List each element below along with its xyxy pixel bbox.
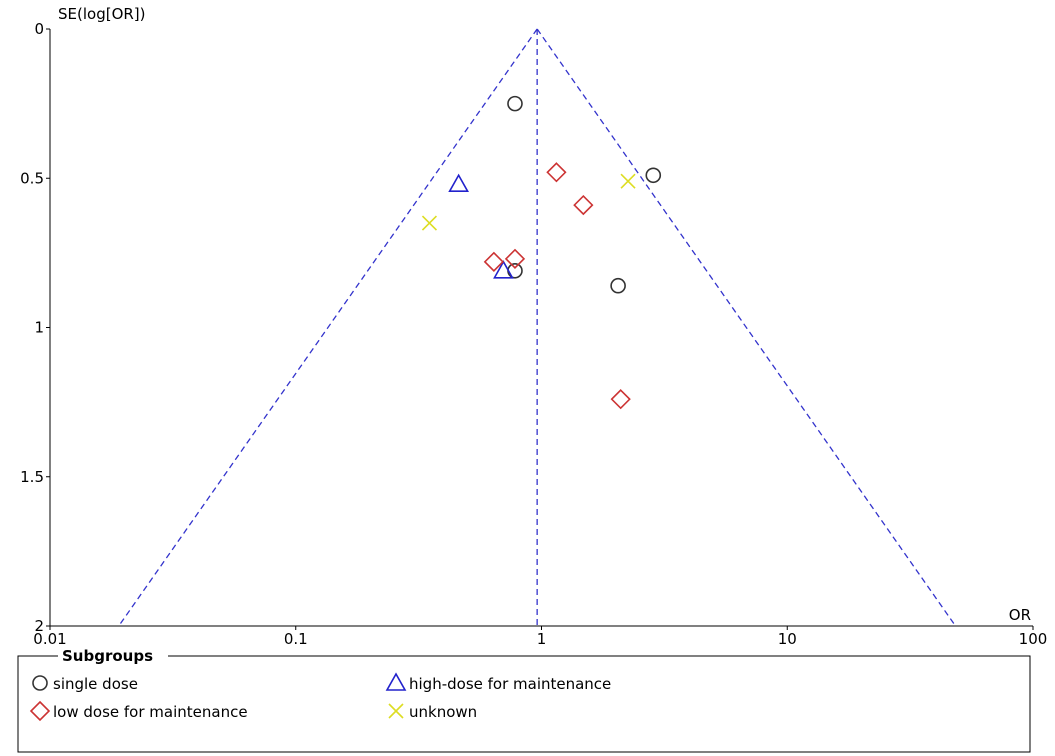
legend-label: low dose for maintenance xyxy=(53,703,248,721)
legend-label: unknown xyxy=(409,703,477,721)
legend-marker-diamond xyxy=(29,700,51,722)
data-points xyxy=(421,95,662,410)
x-tick-label: 100 xyxy=(1019,630,1048,648)
legend-marker-cross xyxy=(388,703,404,719)
data-point-circle xyxy=(507,95,523,112)
y-tick-label: 1 xyxy=(34,319,44,337)
y-tick-label: 1.5 xyxy=(20,468,44,486)
funnel-right-line xyxy=(536,28,957,627)
data-point-diamond xyxy=(610,389,631,410)
legend-frame xyxy=(17,655,1031,753)
legend-label: high-dose for maintenance xyxy=(409,675,611,693)
data-point-diamond xyxy=(504,248,526,269)
data-point-circle xyxy=(507,262,523,279)
axes: 0.01 0.1 1 10 100 0 0.5 1 1.5 2 SE(log[OR]) OR xyxy=(20,5,1047,648)
y-ticks: 0 0.5 1 1.5 2 xyxy=(20,20,50,635)
y-tick-label: 0.5 xyxy=(20,169,44,187)
y-tick-label: 0 xyxy=(34,20,44,38)
funnel-lines xyxy=(118,28,957,627)
legend-label: single dose xyxy=(53,675,138,693)
y-tick-label: 2 xyxy=(34,617,44,635)
data-point-diamond xyxy=(573,194,594,216)
funnel-left-line xyxy=(118,28,538,627)
legend-items: single dose high-dose for maintenance low … xyxy=(29,672,611,722)
x-tick-label: 10 xyxy=(778,630,797,648)
data-point-triangle xyxy=(493,260,514,279)
legend-title: Subgroups xyxy=(62,647,153,665)
data-point-cross xyxy=(620,173,636,189)
data-point-circle xyxy=(610,277,626,294)
x-ticks: 0.01 0.1 1 10 100 xyxy=(33,626,1047,648)
x-tick-label: 1 xyxy=(537,630,547,648)
x-axis-title: OR xyxy=(1009,606,1031,624)
y-axis-title: SE(log[OR]) xyxy=(58,5,146,23)
data-point-cross xyxy=(421,215,438,231)
x-tick-label: 0.1 xyxy=(284,630,308,648)
legend-marker-circle xyxy=(32,675,48,691)
data-point-diamond xyxy=(546,162,567,183)
data-point-circle xyxy=(645,167,662,184)
data-point-diamond xyxy=(483,251,505,272)
legend: Subgroups single dose high-dose for maint… xyxy=(17,647,1031,753)
x-tick-label: 0.01 xyxy=(33,630,66,648)
legend-marker-triangle xyxy=(385,672,407,691)
data-point-triangle xyxy=(448,173,469,193)
